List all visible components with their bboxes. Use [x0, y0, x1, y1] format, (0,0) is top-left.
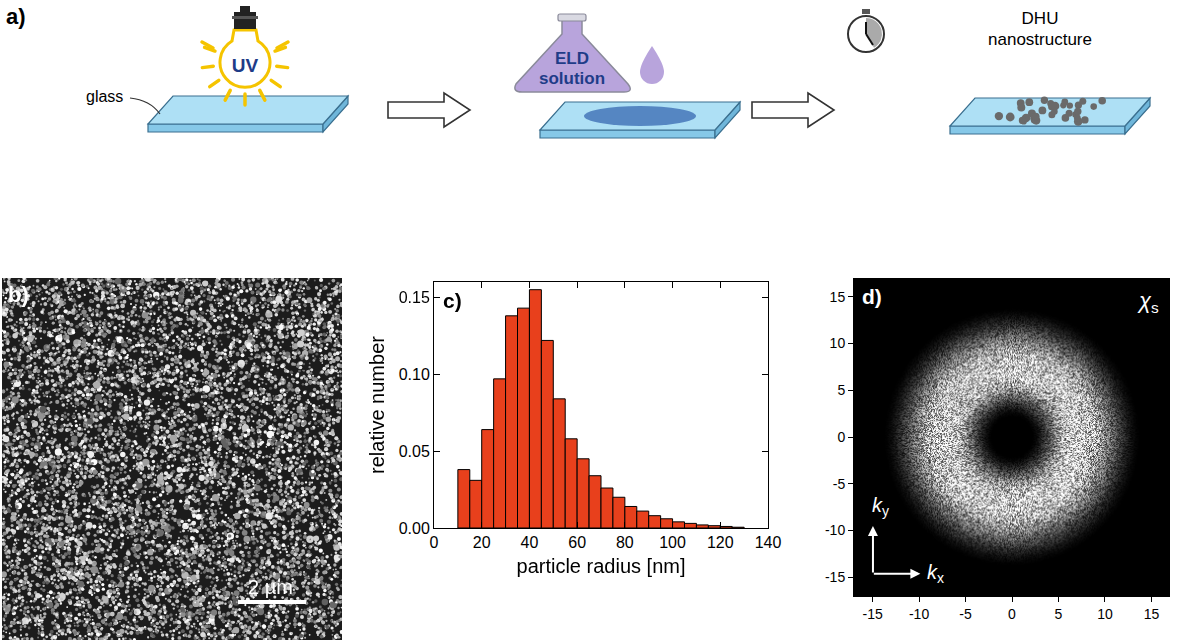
svg-text:χ​s​: χ​s​	[1137, 288, 1159, 316]
svg-text:ELD: ELD	[555, 49, 589, 68]
svg-text:140: 140	[755, 534, 782, 551]
svg-text:10: 10	[1097, 606, 1113, 622]
svg-text:0.15: 0.15	[399, 289, 430, 306]
svg-text:40: 40	[521, 534, 539, 551]
svg-text:relative number: relative number	[366, 336, 388, 474]
svg-text:UV: UV	[232, 55, 259, 76]
svg-text:k​y​: k​y​	[872, 494, 889, 519]
svg-text:100: 100	[659, 534, 686, 551]
svg-text:15: 15	[1144, 606, 1160, 622]
svg-text:0: 0	[837, 429, 845, 445]
svg-text:5: 5	[837, 382, 845, 398]
svg-text:0.10: 0.10	[399, 366, 430, 383]
svg-text:d): d)	[862, 285, 882, 308]
svg-text:5: 5	[1055, 606, 1063, 622]
svg-text:-15: -15	[825, 569, 845, 585]
svg-text:a): a)	[6, 4, 26, 29]
svg-text:0.00: 0.00	[399, 520, 430, 537]
svg-text:-15: -15	[862, 606, 882, 622]
svg-text:DHU: DHU	[1022, 9, 1059, 28]
svg-text:20: 20	[473, 534, 491, 551]
html-text:b): b)	[8, 282, 29, 307]
html-text:2 µm: 2 µm	[248, 576, 293, 598]
svg-text:solution: solution	[539, 69, 605, 88]
svg-text:120: 120	[707, 534, 734, 551]
svg-text:-5: -5	[833, 476, 846, 492]
svg-text:0: 0	[430, 534, 439, 551]
svg-text:15: 15	[830, 289, 846, 305]
svg-text:0: 0	[1008, 606, 1016, 622]
svg-text:10: 10	[830, 335, 846, 351]
svg-text:-10: -10	[825, 522, 845, 538]
svg-text:particle radius [nm]: particle radius [nm]	[517, 555, 686, 577]
svg-text:-10: -10	[909, 606, 929, 622]
svg-text:60: 60	[568, 534, 586, 551]
svg-text:glass: glass	[86, 88, 123, 105]
svg-text:nanostructure: nanostructure	[988, 30, 1092, 49]
svg-text:k​x​: k​x​	[927, 561, 944, 586]
svg-text:c): c)	[443, 289, 462, 312]
svg-text:0.05: 0.05	[399, 443, 430, 460]
svg-text:80: 80	[616, 534, 634, 551]
svg-text:-5: -5	[959, 606, 972, 622]
